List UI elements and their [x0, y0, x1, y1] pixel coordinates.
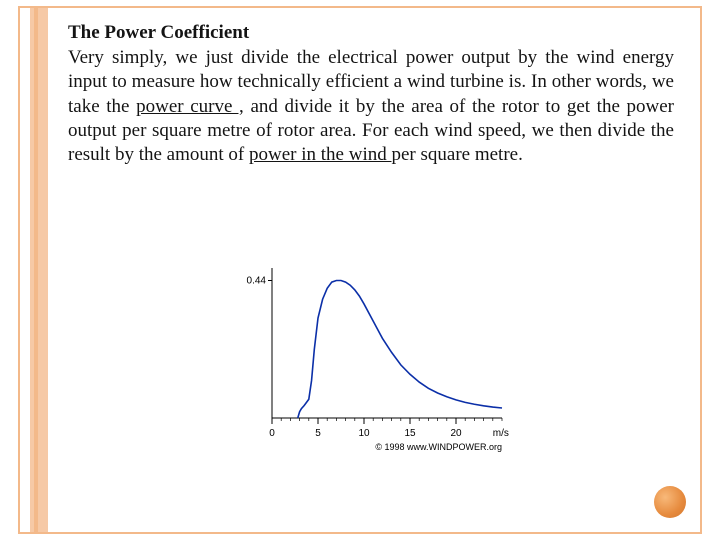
frame-left-bar-inner [34, 8, 38, 532]
link-power-curve[interactable]: power curve , [136, 96, 244, 117]
body-post: per square metre. [391, 144, 522, 165]
decorative-dot [654, 486, 686, 518]
slide: The Power Coefficient Very simply, we ju… [0, 0, 720, 540]
section-title: The Power Coefficient [68, 22, 674, 44]
content-area: The Power Coefficient Very simply, we ju… [68, 22, 674, 168]
svg-text:10: 10 [358, 428, 370, 439]
slide-frame: The Power Coefficient Very simply, we ju… [18, 6, 702, 534]
frame-left-bar [30, 8, 48, 532]
chart-svg: 0 5 10 15 20 m/s 0.44 © 1998 www.WINDPOWER.org [230, 256, 530, 466]
svg-text:20: 20 [450, 428, 462, 439]
svg-text:5: 5 [315, 428, 321, 439]
svg-text:m/s: m/s [493, 428, 509, 439]
svg-text:0: 0 [269, 428, 275, 439]
svg-text:15: 15 [404, 428, 416, 439]
link-power-in-wind[interactable]: power in the wind [249, 144, 391, 165]
svg-text:© 1998 www.WINDPOWER.org: © 1998 www.WINDPOWER.org [375, 442, 502, 452]
body-text: Very simply, we just divide the electric… [68, 46, 674, 168]
power-coefficient-chart: 0 5 10 15 20 m/s 0.44 © 1998 www.WINDPOWER.org [230, 256, 530, 466]
svg-text:0.44: 0.44 [247, 276, 267, 287]
